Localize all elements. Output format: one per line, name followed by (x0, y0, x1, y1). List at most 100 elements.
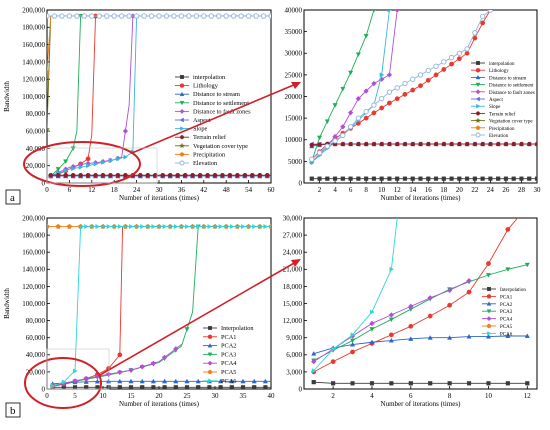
x-tick-label: 30 (534, 186, 542, 194)
legend-label: PCA3 (500, 310, 513, 315)
data-point (262, 378, 268, 384)
x-tick-label: 22 (471, 186, 479, 194)
y-axis-title: Bandwidth (3, 288, 11, 319)
y-tick-label: 25000 (285, 71, 303, 79)
data-point (350, 338, 356, 344)
data-point (66, 13, 73, 19)
legend-marker (487, 331, 492, 336)
data-point (50, 383, 56, 389)
x-tick-label: 2 (331, 392, 335, 400)
data-point (485, 273, 491, 278)
x-tick-label: 35 (240, 392, 248, 400)
data-point (81, 13, 87, 19)
data-point (395, 176, 400, 181)
data-point (95, 385, 100, 389)
data-point (388, 332, 394, 338)
data-point (84, 385, 89, 389)
data-point (448, 54, 455, 61)
legend-label: PCA3 (221, 351, 236, 358)
legend-label: Lithology (193, 83, 219, 90)
data-point (363, 141, 369, 147)
data-point (402, 80, 408, 87)
x-tick-label: 30 (212, 392, 220, 400)
legend-label: interpolation (193, 74, 226, 81)
y-tick-label: 0 (42, 385, 46, 393)
data-point (372, 10, 376, 13)
series-lithology (48, 13, 98, 179)
data-point (309, 156, 315, 162)
legend-marker (207, 352, 213, 357)
zoom-arrow-a-head (291, 82, 301, 89)
data-point (364, 176, 369, 181)
panel-letter-b: b (10, 405, 16, 417)
legend-label: Slope (489, 105, 501, 110)
data-point (371, 110, 377, 116)
data-point (48, 173, 54, 178)
y-tick-label: 30,000 (283, 214, 303, 222)
data-point (466, 277, 472, 284)
data-point (139, 364, 145, 370)
data-point (387, 100, 392, 106)
data-point (173, 378, 179, 384)
data-point (428, 381, 433, 386)
data-point (505, 226, 511, 232)
data-point (317, 176, 322, 181)
y-tick-label: 15,000 (283, 300, 303, 308)
data-point (369, 327, 375, 332)
legend-label: PCA4 (221, 360, 237, 367)
data-point (104, 13, 110, 19)
data-point (505, 333, 511, 338)
data-point (350, 341, 356, 347)
data-point (129, 224, 134, 230)
x-tick-label: 18 (111, 186, 119, 194)
x-tick-label: 36 (178, 186, 186, 194)
data-point (227, 173, 233, 178)
data-point (340, 86, 346, 92)
data-point (260, 13, 267, 19)
legend-marker (486, 323, 492, 328)
data-point (472, 141, 478, 147)
x-tick-label: 24 (133, 186, 141, 194)
x-tick-label: 28 (518, 186, 526, 194)
zoom-arrow-b (99, 261, 297, 376)
legend-marker (179, 142, 185, 149)
x-axis-title: Number of iterations (times) (119, 400, 200, 408)
data-point (86, 163, 91, 169)
data-point (122, 173, 128, 178)
x-tick-label: 42 (200, 186, 208, 194)
data-point (196, 224, 201, 230)
data-point (332, 138, 338, 144)
data-point (83, 375, 89, 382)
legend-marker (179, 108, 185, 114)
data-point (93, 173, 98, 178)
legend-marker (208, 326, 212, 330)
data-point (487, 10, 494, 13)
y-tick-label: 140,000 (22, 266, 45, 274)
x-tick-label: 14 (409, 186, 417, 194)
data-point (472, 30, 478, 36)
data-point (63, 159, 69, 164)
chart-panel-a-main: 0 6 12 18 24 30 36 42 48 54 60 0 20,000 40,000 60,000 8… (3, 6, 275, 202)
y-tick-label: 5000 (288, 158, 303, 166)
data-point (145, 173, 151, 178)
data-point (486, 261, 491, 266)
data-point (332, 103, 338, 108)
y-tick-label: 30000 (285, 50, 303, 58)
x-tick-label: 25 (184, 392, 192, 400)
data-point (184, 378, 190, 384)
data-point (410, 141, 416, 147)
data-point (348, 141, 354, 147)
data-point (218, 378, 224, 384)
data-point (251, 378, 257, 384)
data-point (95, 224, 101, 230)
data-point (195, 378, 201, 384)
data-point (472, 176, 477, 181)
data-point (340, 124, 346, 130)
y-tick-label: 180,000 (22, 232, 45, 240)
data-point (487, 141, 493, 147)
series-terrain-relief (48, 173, 271, 178)
legend-label: Elevation (489, 134, 509, 139)
x-tick-label: 15 (128, 392, 136, 400)
data-point (355, 115, 362, 121)
